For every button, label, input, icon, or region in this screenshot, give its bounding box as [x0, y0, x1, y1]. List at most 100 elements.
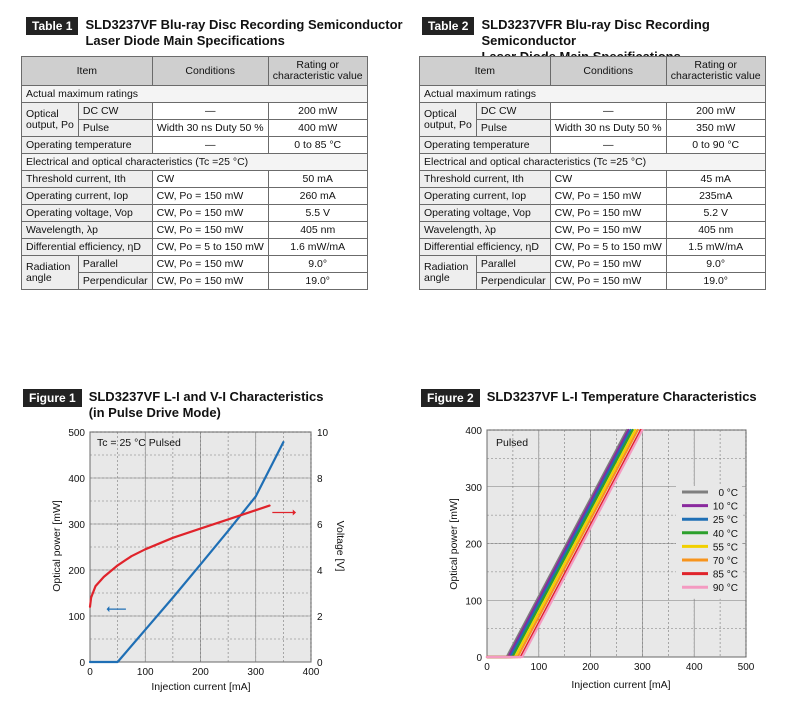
table1-row-value: 1.6 mW/mA: [267, 238, 368, 256]
table2-parallel-value: 9.0°: [665, 255, 766, 273]
table1-caption: Table 1 SLD3237VF Blu-ray Disc Recording…: [26, 17, 403, 49]
y-tick-label: 300: [465, 483, 482, 494]
table1-optemp-label: Operating temperature: [21, 136, 153, 154]
y-tick-label: 200: [465, 540, 482, 551]
y-tick-label: 400: [465, 426, 482, 437]
table1-row-value: 405 nm: [267, 221, 368, 239]
table1-title-line2: Laser Diode Main Specifications: [85, 33, 285, 48]
y2-tick-label: 10: [317, 428, 329, 439]
table2-parallel-label: Parallel: [475, 255, 551, 273]
x-tick-label: 400: [303, 667, 320, 678]
figure2-annotation: Pulsed: [496, 437, 528, 449]
table1-pulse-value: 400 mW: [267, 119, 368, 137]
figure2-y-axis-label: Optical power [mW]: [448, 498, 460, 590]
vi-axis-arrowhead: [292, 509, 297, 516]
table1-row-value: 260 mA: [267, 187, 368, 205]
table2-row-label: Differential efficiency, ηD: [419, 238, 551, 256]
x-tick-label: 300: [247, 667, 264, 678]
table2-header-item: Item: [419, 56, 551, 86]
x-tick-label: 0: [484, 662, 490, 673]
table2-title-line1: SLD3237VFR Blu-ray Disc Recording Semico…: [481, 17, 710, 48]
table1-row-value: 50 mA: [267, 170, 368, 188]
table2-perp-cond: CW, Po = 150 mW: [549, 272, 667, 290]
figure2-x-axis-label: Injection current [mA]: [571, 679, 670, 691]
table1-dccw-cond: —: [151, 102, 269, 120]
table1-optemp-cond: —: [151, 136, 269, 154]
table2-dccw-cond: —: [549, 102, 667, 120]
y-tick-label: 100: [465, 596, 482, 607]
legend-label: 85 °C: [713, 570, 738, 581]
table2-perp-value: 19.0°: [665, 272, 766, 290]
figure1-tag: Figure 1: [23, 389, 82, 407]
table1-header-item: Item: [21, 56, 153, 86]
table1-row-label: Operating voltage, Vop: [21, 204, 153, 222]
legend-label: 40 °C: [713, 529, 738, 540]
table1-row-cond: CW, Po = 150 mW: [151, 221, 269, 239]
table2-pulse-cond: Width 30 ns Duty 50 %: [549, 119, 667, 137]
y2-tick-label: 4: [317, 566, 323, 577]
table2-tag: Table 2: [422, 17, 475, 35]
table2-section-max: Actual maximum ratings: [419, 85, 766, 103]
table1-dccw-value: 200 mW: [267, 102, 368, 120]
figure2-caption: Figure 2 SLD3237VF L-I Temperature Chara…: [421, 389, 757, 407]
table2-row-label: Operating current, Iop: [419, 187, 551, 205]
table2-perp-label: Perpendicular: [475, 272, 551, 290]
table2-pulse-label: Pulse: [475, 119, 551, 137]
table1: Item Conditions Rating or characteristic …: [21, 56, 368, 290]
table1-perp-cond: CW, Po = 150 mW: [151, 272, 269, 290]
table2-row-cond: CW, Po = 5 to 150 mW: [549, 238, 667, 256]
table2-dccw-label: DC CW: [475, 102, 551, 120]
y-tick-label: 100: [68, 612, 85, 623]
table1-row-cond: CW, Po = 5 to 150 mW: [151, 238, 269, 256]
table2-row-cond: CW, Po = 150 mW: [549, 187, 667, 205]
table2-row-value: 5.2 V: [665, 204, 766, 222]
figure1-y-axis-label: Optical power [mW]: [51, 500, 63, 592]
table2-row-label: Wavelength, λp: [419, 221, 551, 239]
table1-header-rating: Rating or characteristic value: [267, 56, 368, 86]
table1-section-elec: Electrical and optical characteristics (…: [21, 153, 368, 171]
table1-row-label: Threshold current, Ith: [21, 170, 153, 188]
x-tick-label: 200: [582, 662, 599, 673]
table1-row-cond: CW, Po = 150 mW: [151, 204, 269, 222]
x-tick-label: 500: [738, 662, 755, 673]
table1-row-label: Differential efficiency, ηD: [21, 238, 153, 256]
li-axis-arrowhead: [106, 606, 110, 613]
table1-row-cond: CW, Po = 150 mW: [151, 187, 269, 205]
figure1-title-line1: SLD3237VF L-I and V-I Characteristics: [88, 389, 324, 404]
table2-row-label: Operating voltage, Vop: [419, 204, 551, 222]
y-tick-label: 200: [68, 566, 85, 577]
table2-section-elec: Electrical and optical characteristics (…: [419, 153, 766, 171]
table1-row-label: Operating current, Iop: [21, 187, 153, 205]
table2-header-rating: Rating or characteristic value: [665, 56, 766, 86]
x-tick-label: 0: [87, 667, 93, 678]
table2-row-value: 405 nm: [665, 221, 766, 239]
table2-parallel-cond: CW, Po = 150 mW: [549, 255, 667, 273]
table2-row-value: 1.5 mW/mA: [665, 238, 766, 256]
table2-header-conditions: Conditions: [549, 56, 667, 86]
legend-label: 0 °C: [718, 488, 738, 499]
legend-label: 10 °C: [713, 502, 738, 513]
legend-label: 70 °C: [713, 556, 738, 567]
table1-optical-output: Optical output, Po: [21, 102, 79, 137]
x-tick-label: 400: [686, 662, 703, 673]
legend-label: 55 °C: [713, 542, 738, 553]
table1-perp-label: Perpendicular: [77, 272, 153, 290]
figure2-title-line1: SLD3237VF L-I Temperature Characteristic…: [486, 389, 757, 404]
figure1-title-line2: (in Pulse Drive Mode): [88, 405, 221, 420]
figure2-chart: 0 100 200 300 400 500 0 100 200 300 400 Pulsed 0 °…: [448, 426, 755, 691]
table2-optemp-value: 0 to 90 °C: [665, 136, 766, 154]
y-tick-label: 0: [79, 658, 85, 669]
table2-row-cond: CW, Po = 150 mW: [549, 204, 667, 222]
y-tick-label: 0: [476, 653, 482, 664]
table1-tag: Table 1: [26, 17, 79, 35]
table1-row-label: Wavelength, λp: [21, 221, 153, 239]
table1-row-cond: CW: [151, 170, 269, 188]
table2-optical-output: Optical output, Po: [419, 102, 477, 137]
y2-tick-label: 0: [317, 658, 323, 669]
table1-pulse-label: Pulse: [77, 119, 153, 137]
y2-tick-label: 8: [317, 474, 323, 485]
y2-tick-label: 2: [317, 612, 323, 623]
table2-radiation-angle: Radiation angle: [419, 255, 477, 290]
y-tick-label: 500: [68, 428, 85, 439]
y-tick-label: 300: [68, 520, 85, 531]
